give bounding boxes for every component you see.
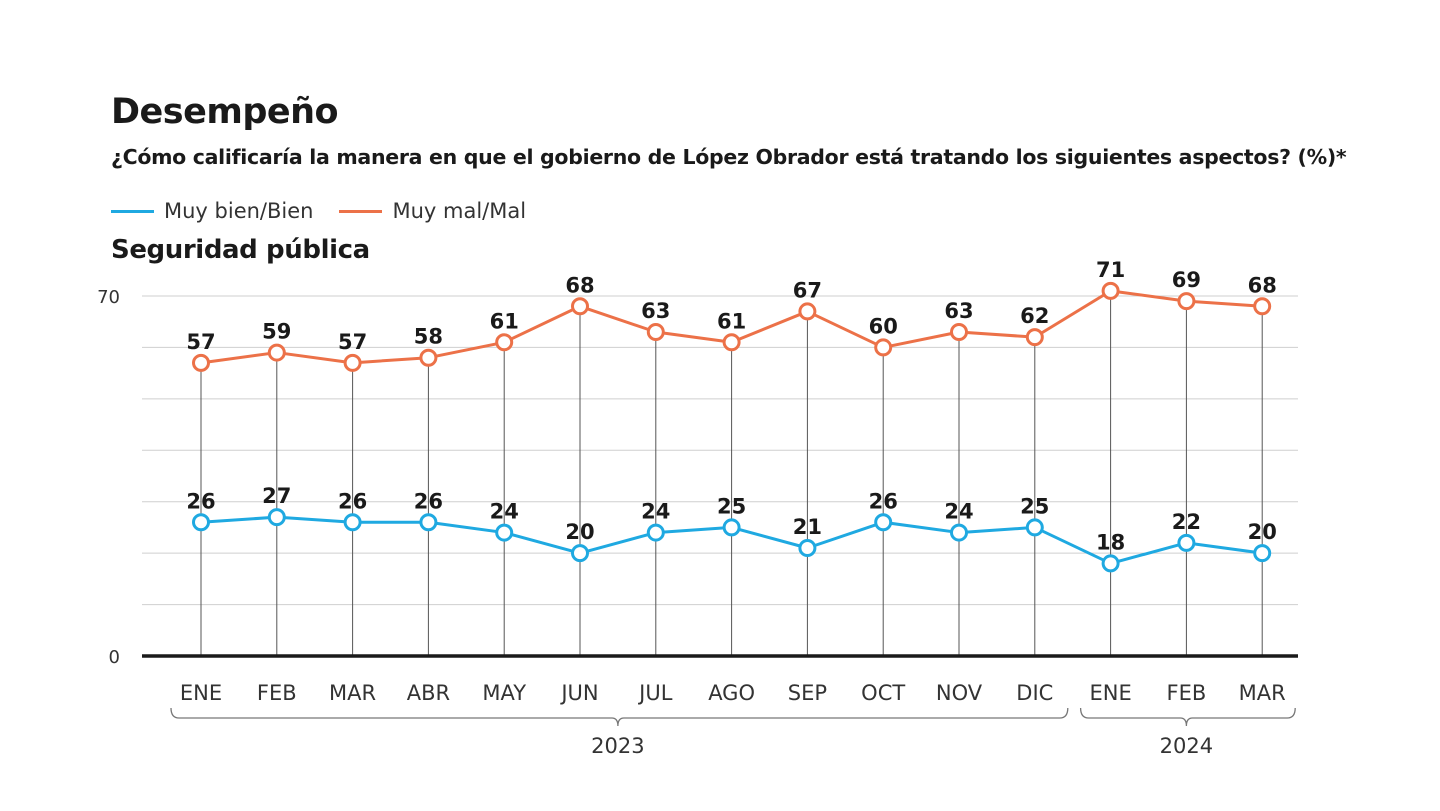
x-tick-label: MAR [329, 681, 376, 705]
x-tick-label: OCT [861, 681, 905, 705]
data-point [1253, 544, 1272, 563]
data-point [267, 508, 286, 527]
data-label: 57 [186, 330, 215, 354]
year-bracket [170, 707, 1069, 727]
chart-title-main: Desempeño [111, 92, 339, 132]
data-label: 61 [717, 309, 746, 333]
x-tick-label: SEP [788, 681, 827, 705]
x-tick-label: ABR [407, 681, 450, 705]
legend-label-positive: Muy bien/Bien [164, 199, 314, 223]
data-point [571, 544, 589, 563]
data-label: 21 [793, 515, 822, 539]
data-label: 25 [717, 494, 746, 518]
data-point [267, 343, 286, 362]
x-tick-label: DIC [1016, 681, 1053, 705]
x-tick-label: JUN [559, 681, 598, 705]
data-point [874, 513, 893, 532]
data-label: 62 [1020, 304, 1049, 328]
data-label: 59 [262, 320, 291, 344]
data-point [192, 513, 210, 532]
data-point [722, 518, 741, 537]
x-tick-label: NOV [936, 681, 983, 705]
data-label: 71 [1096, 258, 1125, 282]
data-label: 63 [641, 299, 670, 323]
data-point [1025, 328, 1044, 347]
legend-swatch-positive [111, 209, 154, 213]
data-label: 26 [414, 489, 443, 513]
x-tick-label: AGO [708, 681, 755, 705]
data-point [192, 353, 210, 372]
data-label: 24 [490, 500, 519, 524]
data-label: 25 [1020, 494, 1049, 518]
data-label: 18 [1096, 530, 1125, 554]
data-point [1177, 533, 1196, 552]
data-label: 26 [186, 489, 215, 513]
data-point [343, 513, 362, 532]
legend-item-positive: Muy bien/Bien [111, 199, 313, 223]
legend-swatch-negative [339, 209, 383, 213]
data-label: 20 [1248, 520, 1277, 544]
chart-section-title: Seguridad pública [111, 235, 370, 265]
data-point [571, 297, 589, 316]
data-point [495, 523, 514, 542]
x-tick-label: ENE [1089, 681, 1131, 705]
legend: Muy bien/Bien Muy mal/Mal [111, 196, 552, 226]
data-label: 61 [490, 309, 519, 333]
data-point [1025, 518, 1044, 537]
data-point [798, 539, 817, 557]
x-tick-label: MAR [1239, 681, 1286, 705]
data-point [646, 323, 665, 341]
x-tick-label: FEB [257, 681, 297, 705]
data-label: 27 [262, 484, 291, 508]
data-label: 69 [1172, 268, 1201, 292]
data-label: 20 [565, 520, 594, 544]
chart-subtitle: ¿Cómo calificaría la manera en que el go… [111, 145, 1347, 169]
data-point [1101, 554, 1120, 573]
data-label: 60 [869, 314, 898, 338]
x-tick-label: MAY [482, 681, 526, 705]
data-point [495, 333, 514, 352]
year-label: 2023 [591, 734, 644, 758]
data-point [798, 302, 817, 321]
y-tick-label: 0 [109, 647, 120, 668]
x-tick-label: ENE [180, 681, 222, 705]
data-label: 26 [869, 489, 898, 513]
data-point [950, 523, 968, 542]
data-label: 68 [565, 273, 594, 297]
x-tick-label: FEB [1167, 681, 1207, 705]
data-label: 58 [414, 325, 443, 349]
data-label: 67 [793, 278, 822, 302]
data-point [419, 348, 438, 367]
x-tick-label: JUL [637, 681, 673, 705]
data-label: 68 [1248, 273, 1277, 297]
data-label: 57 [338, 330, 367, 354]
year-label: 2024 [1160, 734, 1213, 758]
y-tick-label: 70 [97, 287, 120, 308]
legend-label-negative: Muy mal/Mal [392, 199, 527, 223]
data-point [874, 338, 893, 357]
data-point [1177, 292, 1196, 311]
data-label: 24 [641, 500, 670, 524]
data-label: 22 [1172, 510, 1201, 534]
data-label: 24 [944, 500, 973, 524]
legend-item-negative: Muy mal/Mal [339, 199, 526, 223]
data-label: 26 [338, 489, 367, 513]
data-point [419, 513, 438, 532]
data-point [950, 323, 968, 341]
data-point [646, 523, 665, 542]
data-point [722, 333, 741, 352]
data-label: 63 [944, 299, 973, 323]
data-point [1101, 281, 1120, 300]
data-point [1253, 297, 1272, 316]
data-point [343, 353, 362, 372]
year-bracket [1079, 707, 1296, 727]
